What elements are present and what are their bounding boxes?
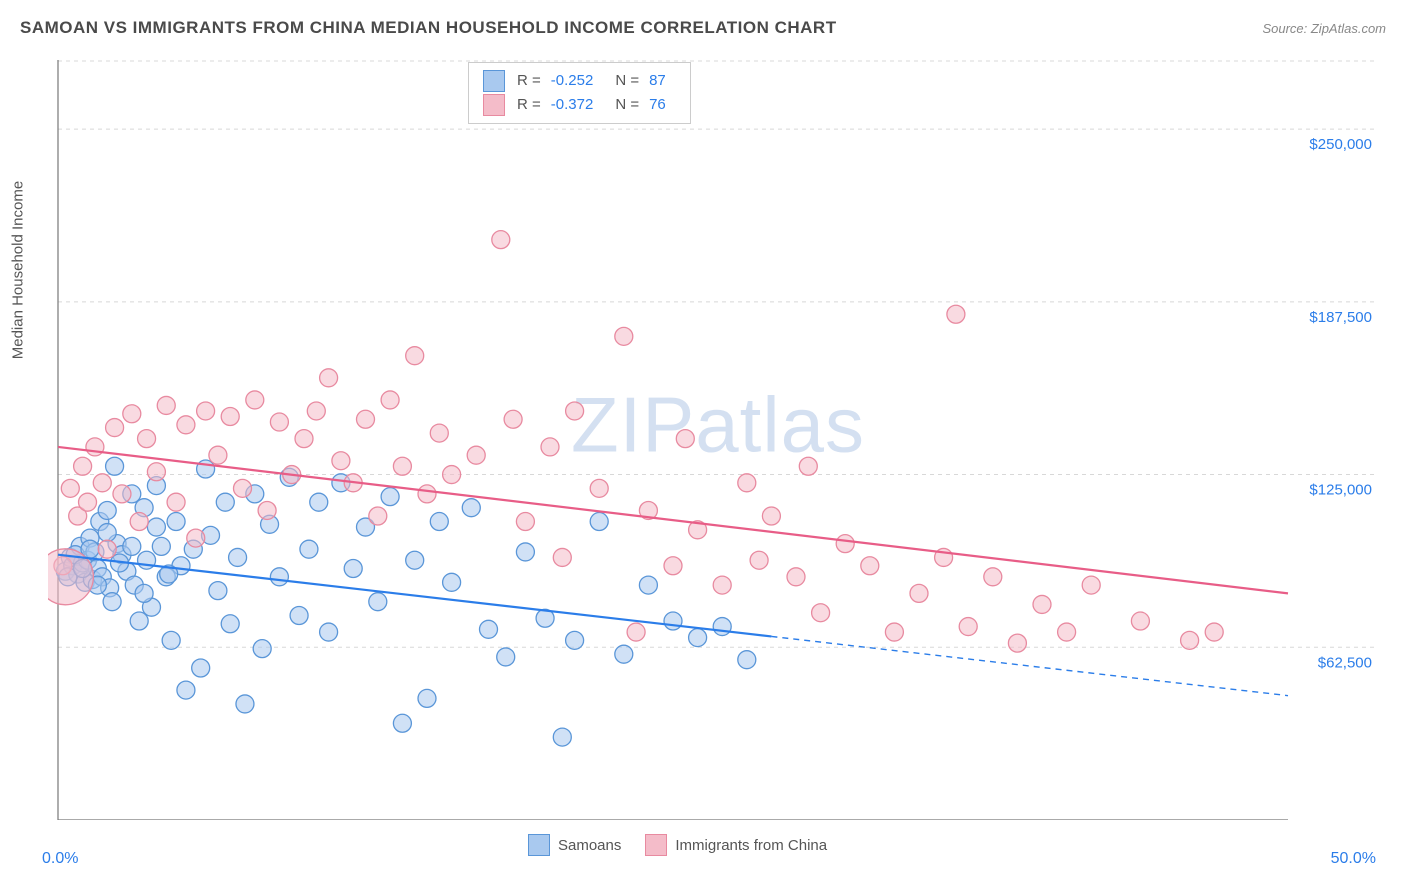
x-axis-max-label: 50.0% — [1331, 850, 1376, 868]
stats-legend-row: R = -0.252 N = 87 — [483, 69, 676, 93]
n-value: 87 — [649, 69, 666, 93]
r-label: R = — [517, 93, 541, 117]
series-legend-item: Immigrants from China — [645, 834, 827, 856]
r-label: R = — [517, 69, 541, 93]
stats-legend-row: R = -0.372 N = 76 — [483, 93, 676, 117]
r-value: -0.372 — [551, 93, 594, 117]
n-value: 76 — [649, 93, 666, 117]
x-axis-min-label: 0.0% — [42, 850, 78, 868]
svg-text:$62,500: $62,500 — [1318, 654, 1372, 671]
chart-title: SAMOAN VS IMMIGRANTS FROM CHINA MEDIAN H… — [20, 18, 837, 38]
svg-text:$125,000: $125,000 — [1309, 482, 1372, 499]
legend-swatch-icon — [645, 834, 667, 856]
legend-swatch-icon — [483, 70, 505, 92]
series-legend-label: Immigrants from China — [675, 837, 827, 854]
svg-text:$250,000: $250,000 — [1309, 136, 1372, 153]
legend-swatch-icon — [483, 94, 505, 116]
y-axis-label: Median Household Income — [10, 181, 27, 359]
legend-swatch-icon — [528, 834, 550, 856]
scatter-plot: $62,500 $125,000 $187,500 $250,000 — [48, 60, 1388, 820]
series-legend-item: Samoans — [528, 834, 621, 856]
chart-header: SAMOAN VS IMMIGRANTS FROM CHINA MEDIAN H… — [0, 0, 1406, 48]
chart-area: Median Household Income ZIPatlas $62,500… — [48, 60, 1388, 820]
series-legend: Samoans Immigrants from China — [528, 834, 827, 856]
stats-legend: R = -0.252 N = 87 R = -0.372 N = 76 — [468, 62, 691, 124]
svg-text:$187,500: $187,500 — [1309, 309, 1372, 326]
source-attribution: Source: ZipAtlas.com — [1262, 21, 1386, 36]
n-label: N = — [615, 69, 639, 93]
n-label: N = — [615, 93, 639, 117]
r-value: -0.252 — [551, 69, 594, 93]
series-legend-label: Samoans — [558, 837, 621, 854]
